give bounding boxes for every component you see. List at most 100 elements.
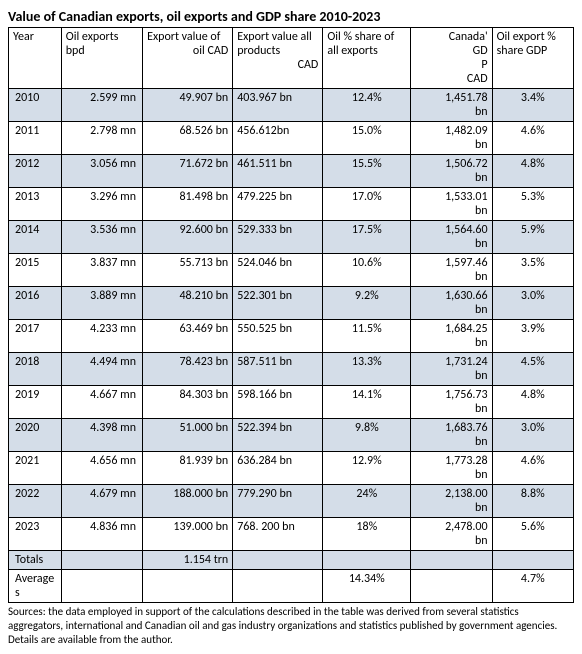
table-row: 20184.494 mn78.423 bn587.511 bn13.3%1,73…	[9, 353, 574, 386]
cell-gdpsh: 5.6%	[492, 518, 573, 551]
cell-share: 14.1%	[323, 386, 411, 419]
cell-gdpsh: 8.8%	[492, 485, 573, 518]
table-row: 20204.398 mn51.000 bn522.394 bn9.8%1,683…	[9, 419, 574, 452]
cell-share: 12.4%	[323, 89, 411, 122]
cell-bpd: 4.679 mn	[61, 485, 142, 518]
cell-oilval: 188.000 bn	[143, 485, 233, 518]
exports-table: Year Oil exports bpd Export value of oil…	[8, 27, 574, 603]
cell-bpd: 3.837 mn	[61, 254, 142, 287]
cell-oilval: 139.000 bn	[143, 518, 233, 551]
cell-share: 10.6%	[323, 254, 411, 287]
page-title: Value of Canadian exports, oil exports a…	[8, 8, 574, 25]
cell-year: 2021	[9, 452, 62, 485]
cell-allval: 768. 200 bn	[233, 518, 323, 551]
cell-allval: 522.301 bn	[233, 287, 323, 320]
cell-year: 2016	[9, 287, 62, 320]
cell-year: 2018	[9, 353, 62, 386]
cell-allval: 636.284 bn	[233, 452, 323, 485]
cell-gdpsh: 3.4%	[492, 89, 573, 122]
cell-bpd: 3.056 mn	[61, 155, 142, 188]
table-row: 20133.296 mn81.498 bn479.225 bn17.0%1,53…	[9, 188, 574, 221]
table-row: 20153.837 mn55.713 bn524.046 bn10.6%1,59…	[9, 254, 574, 287]
cell-gdpsh: 5.3%	[492, 188, 573, 221]
cell-year: 2023	[9, 518, 62, 551]
totals-row: Totals 1.154 trn	[9, 551, 574, 570]
cell-oilval: 81.498 bn	[143, 188, 233, 221]
cell-oilval: 55.713 bn	[143, 254, 233, 287]
cell-gdpsh: 4.8%	[492, 155, 573, 188]
cell-share: 9.2%	[323, 287, 411, 320]
cell-oilval: 81.939 bn	[143, 452, 233, 485]
cell-gdp: 1,630.66bn	[411, 287, 492, 320]
cell-allval: 550.525 bn	[233, 320, 323, 353]
cell-allval: 479.225 bn	[233, 188, 323, 221]
cell-allval: 403.967 bn	[233, 89, 323, 122]
cell-gdp: 1,597.46bn	[411, 254, 492, 287]
cell-share: 17.5%	[323, 221, 411, 254]
cell-share: 24%	[323, 485, 411, 518]
cell-share: 13.3%	[323, 353, 411, 386]
cell-gdpsh: 4.5%	[492, 353, 573, 386]
cell-gdpsh: 4.6%	[492, 452, 573, 485]
cell-gdpsh: 3.0%	[492, 419, 573, 452]
cell-allval: 529.333 bn	[233, 221, 323, 254]
cell-share: 17.0%	[323, 188, 411, 221]
averages-label: Average s	[9, 570, 62, 603]
cell-gdpsh: 5.9%	[492, 221, 573, 254]
cell-allval: 587.511 bn	[233, 353, 323, 386]
cell-oilval: 84.303 bn	[143, 386, 233, 419]
cell-allval: 524.046 bn	[233, 254, 323, 287]
cell-bpd: 3.296 mn	[61, 188, 142, 221]
cell-gdp: 1,756.73bn	[411, 386, 492, 419]
cell-bpd: 2.798 mn	[61, 122, 142, 155]
cell-gdp: 1,564.60bn	[411, 221, 492, 254]
cell-year: 2012	[9, 155, 62, 188]
totals-label: Totals	[9, 551, 62, 570]
col-year: Year	[9, 28, 62, 89]
cell-year: 2010	[9, 89, 62, 122]
table-row: 20143.536 mn92.600 bn529.333 bn17.5%1,56…	[9, 221, 574, 254]
cell-bpd: 4.398 mn	[61, 419, 142, 452]
cell-gdp: 1,533.01bn	[411, 188, 492, 221]
table-row: 20224.679 mn188.000 bn779.290 bn24%2,138…	[9, 485, 574, 518]
averages-gdpsh: 4.7%	[492, 570, 573, 603]
col-oilval: Export value of oil CAD	[143, 28, 233, 89]
cell-share: 15.0%	[323, 122, 411, 155]
header-row: Year Oil exports bpd Export value of oil…	[9, 28, 574, 89]
table-row: 20174.233 mn63.469 bn550.525 bn11.5%1,68…	[9, 320, 574, 353]
cell-gdpsh: 3.5%	[492, 254, 573, 287]
cell-year: 2020	[9, 419, 62, 452]
cell-bpd: 4.836 mn	[61, 518, 142, 551]
table-row: 20194.667 mn84.303 bn598.166 bn14.1%1,75…	[9, 386, 574, 419]
table-row: 20123.056 mn71.672 bn461.511 bn15.5%1,50…	[9, 155, 574, 188]
sources-note: Sources: the data employed in support of…	[8, 605, 574, 646]
cell-oilval: 51.000 bn	[143, 419, 233, 452]
cell-bpd: 4.494 mn	[61, 353, 142, 386]
cell-allval: 456.612bn	[233, 122, 323, 155]
cell-year: 2019	[9, 386, 62, 419]
cell-oilval: 71.672 bn	[143, 155, 233, 188]
cell-gdp: 1,683.76bn	[411, 419, 492, 452]
cell-gdpsh: 4.8%	[492, 386, 573, 419]
cell-gdp: 1,482.09bn	[411, 122, 492, 155]
cell-bpd: 4.667 mn	[61, 386, 142, 419]
cell-gdp: 1,731.24bn	[411, 353, 492, 386]
table-row: 20102.599 mn49.907 bn403.967 bn12.4%1,45…	[9, 89, 574, 122]
cell-allval: 461.511 bn	[233, 155, 323, 188]
cell-bpd: 4.233 mn	[61, 320, 142, 353]
averages-share: 14.34%	[323, 570, 411, 603]
averages-row: Average s 14.34% 4.7%	[9, 570, 574, 603]
cell-oilval: 49.907 bn	[143, 89, 233, 122]
col-bpd: Oil exports bpd	[61, 28, 142, 89]
totals-oilval: 1.154 trn	[143, 551, 233, 570]
cell-allval: 779.290 bn	[233, 485, 323, 518]
table-row: 20112.798 mn68.526 bn456.612bn15.0%1,482…	[9, 122, 574, 155]
cell-share: 18%	[323, 518, 411, 551]
cell-oilval: 78.423 bn	[143, 353, 233, 386]
cell-gdp: 1,773.28bn	[411, 452, 492, 485]
cell-year: 2011	[9, 122, 62, 155]
cell-year: 2015	[9, 254, 62, 287]
cell-year: 2017	[9, 320, 62, 353]
cell-gdpsh: 3.0%	[492, 287, 573, 320]
col-allval: Export value all products CAD	[233, 28, 323, 89]
